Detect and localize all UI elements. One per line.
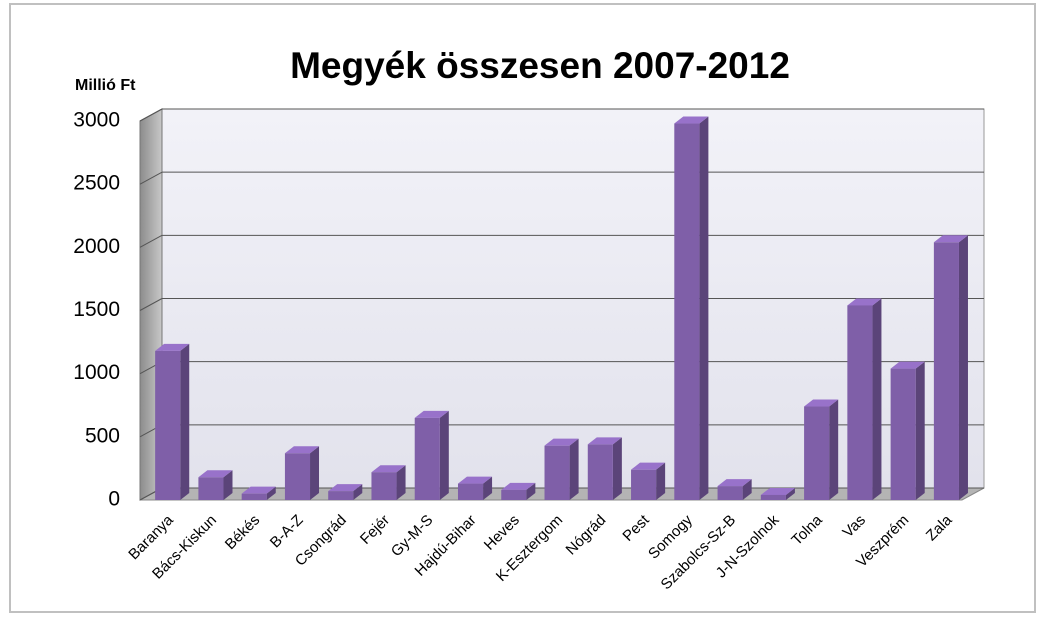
bar [674,123,700,500]
y-tick-label: 0 [108,488,120,511]
bar [804,406,830,500]
bar-top [371,465,406,473]
bar-top [241,486,276,494]
bar [501,489,527,500]
bar [890,368,916,500]
bar [198,477,224,500]
grid-line [139,171,163,185]
bar [371,472,397,500]
bar-top [414,410,449,418]
bar-side [872,298,882,500]
bar-side [310,446,320,500]
y-tick-label: 2500 [73,172,120,195]
bar [544,445,570,500]
grid-line [139,298,163,311]
bar-top [847,298,882,306]
bar [717,486,743,500]
grid-line [139,234,163,248]
bar-side [656,462,666,500]
bar-top [717,479,752,487]
bar-top [198,470,233,478]
bar [457,483,484,500]
bar-top [674,116,709,124]
bar [587,444,613,500]
bar-side [396,465,406,500]
grid-line [139,108,163,122]
bar-side [569,438,579,500]
bar-top [328,484,363,492]
bar-side [439,410,449,500]
bar-side [612,437,622,500]
bar-side [526,482,536,500]
y-axis-label: Millió Ft [75,77,136,94]
bar [328,491,354,500]
bar-side [699,116,709,500]
bar-top [284,446,320,454]
bar-top [544,438,579,446]
bar-side [958,235,968,500]
bar-side [223,470,233,500]
bar [760,494,786,500]
bar-top [890,361,925,369]
bar-side [742,479,752,500]
bar [414,417,440,500]
bar [241,493,267,500]
bar [284,453,311,500]
y-tick-label: 3000 [73,109,120,132]
y-tick-label: 500 [85,424,120,447]
chart-title: Megyék összesen 2007-2012 [290,45,790,86]
bar [933,242,959,500]
bar [847,305,873,500]
bar-top [933,235,968,243]
y-tick-label: 2000 [73,235,120,258]
bar-side [785,487,795,500]
bar-top [501,482,536,490]
bar-top [760,487,795,495]
bar-side [353,484,363,500]
bar-side [915,361,925,500]
bar [631,469,657,500]
bar-side [266,486,276,500]
bar-side [180,343,190,500]
bar-top [155,343,190,351]
bar-top [631,462,666,470]
y-tick-label: 1500 [73,298,120,321]
bar-top [457,476,493,484]
bar-side [829,399,839,500]
y-tick-label: 1000 [73,361,120,384]
bar-top [587,437,622,445]
bar [155,350,181,500]
bar-top [804,399,839,407]
bar-side [483,476,493,500]
